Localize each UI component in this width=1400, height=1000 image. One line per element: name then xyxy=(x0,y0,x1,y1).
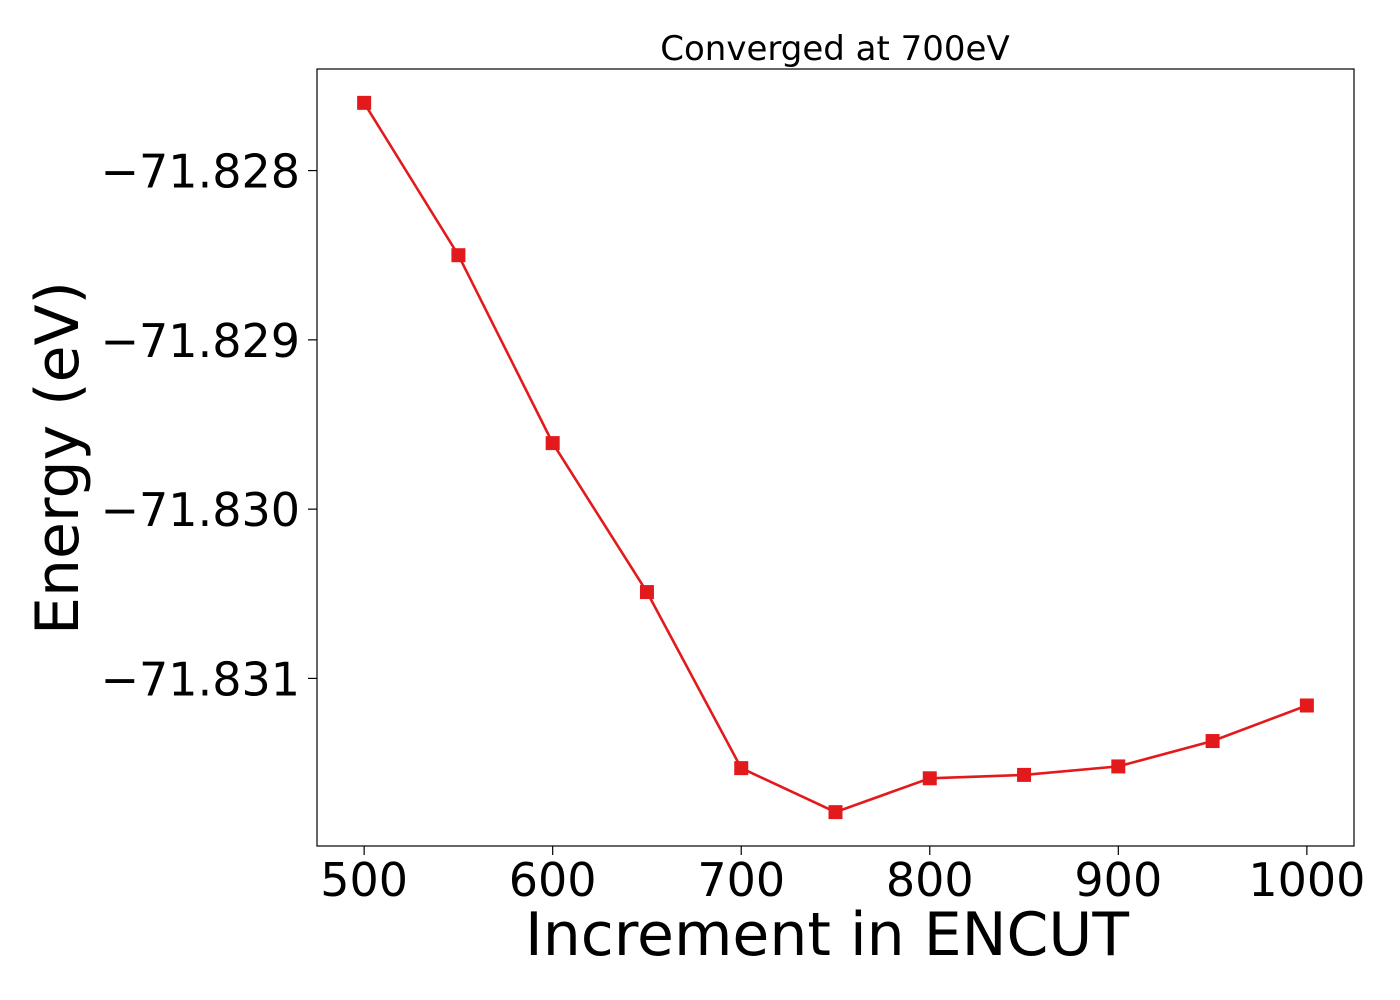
data-point-marker xyxy=(1299,698,1314,713)
y-tick-label: −71.829 xyxy=(101,314,301,368)
y-axis-label: Energy (eV) xyxy=(23,281,93,635)
data-point-marker xyxy=(451,248,466,263)
series-layer xyxy=(357,95,1314,820)
data-point-marker xyxy=(357,95,372,110)
x-tick-label: 500 xyxy=(320,853,408,907)
data-point-marker xyxy=(1205,734,1220,749)
y-axis-ticks: −71.828 −71.829 −71.830 −71.831 xyxy=(101,145,317,706)
data-point-marker xyxy=(545,436,560,451)
y-tick-label: −71.828 xyxy=(101,145,301,199)
x-tick-label: 800 xyxy=(886,853,974,907)
series-line xyxy=(362,102,1308,814)
data-point-marker xyxy=(639,585,654,600)
x-axis-ticks: 500 600 700 800 900 1000 xyxy=(320,846,1365,907)
data-point-marker xyxy=(1111,759,1126,774)
x-axis-label: Increment in ENCUT xyxy=(525,900,1129,970)
data-point-marker xyxy=(734,761,749,776)
x-tick-label: 600 xyxy=(509,853,597,907)
x-tick-label: 900 xyxy=(1074,853,1162,907)
y-tick-label: −71.830 xyxy=(101,483,301,537)
data-point-marker xyxy=(1017,767,1032,782)
chart-title: Converged at 700eV xyxy=(660,29,1009,69)
data-point-marker xyxy=(922,771,937,786)
y-tick-label: −71.831 xyxy=(101,652,301,706)
plot-area-frame xyxy=(316,68,1355,847)
x-tick-label: 700 xyxy=(697,853,785,907)
data-point-marker xyxy=(828,805,843,820)
x-tick-label: 1000 xyxy=(1248,853,1365,907)
